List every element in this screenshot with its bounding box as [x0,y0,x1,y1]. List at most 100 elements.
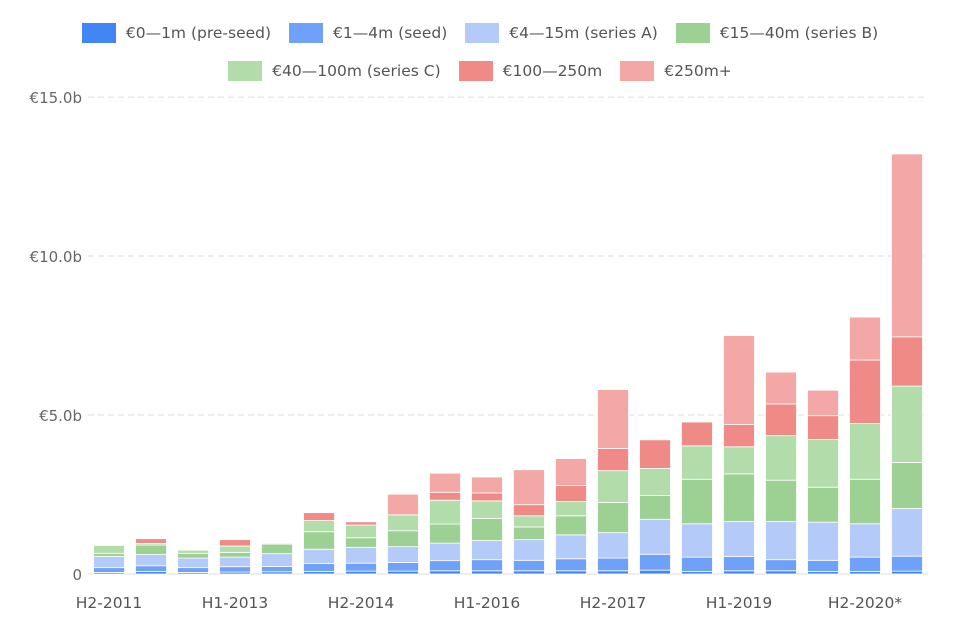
bar-segment [387,546,419,563]
legend-label: €15—40m (series B) [719,24,879,42]
x-tick-label: H1-2016 [454,594,521,612]
bar-segment [681,445,713,480]
bar-segment [303,563,335,572]
bar-segment [345,521,377,526]
bar-segment [219,556,251,568]
bar-segment [261,543,293,555]
legend-item[interactable]: €0—1m (pre-seed) [81,23,271,43]
bar-segment [513,570,545,575]
bar-segment [303,520,335,533]
bar-segment [765,559,797,572]
bar-segment [513,559,545,572]
bar-segment [219,545,251,553]
bar-segment [807,521,839,561]
bar-segment [471,500,503,519]
bar-segment [891,336,923,387]
bar-segment [513,504,545,517]
legend-swatch [465,23,500,43]
legend: €0—1m (pre-seed) €1—4m (seed) €4—15m (seri… [0,18,960,94]
bar-segment [639,518,671,555]
legend-item[interactable]: €250m+ [620,61,732,81]
legend-item[interactable]: €15—40m (series B) [675,23,879,43]
legend-label: €4—15m (series A) [509,24,658,42]
bar-segment [849,316,881,361]
bar-segment [513,526,545,541]
x-tick-label: H1-2013 [202,594,269,612]
legend-item[interactable]: €1—4m (seed) [289,23,447,43]
y-tick-label: €15.0b [30,89,82,107]
bar-segment [807,415,839,440]
bar-segment [261,553,293,567]
bar-segment [891,570,923,575]
legend-item[interactable]: €100—250m [458,61,603,81]
legend-item[interactable]: €4—15m (series A) [465,23,658,43]
bar-segment [177,549,209,554]
bar-segment [597,532,629,559]
bar-segment [135,544,167,556]
bar-segment [303,548,335,564]
bar-segment [93,544,125,554]
bar-segment [93,552,125,557]
bar-segment [639,468,671,496]
bar-segment [429,542,461,562]
legend-label: €100—250m [502,62,603,80]
bar-segment [471,476,503,494]
legend-swatch [228,61,263,81]
bar-segment [849,478,881,525]
bar-segment [597,502,629,534]
bar-segment [219,551,251,558]
bar-segment [555,515,587,536]
bar-segment [807,486,839,523]
bar-segment [723,570,755,575]
bar-segment [723,556,755,572]
legend-label: €250m+ [664,62,732,80]
bar-segment [723,424,755,448]
bar-segment [765,521,797,561]
bar-segment [597,389,629,449]
y-tick-label: €10.0b [30,248,82,266]
bar-segment [513,539,545,561]
legend-label: €40—100m (series C) [272,62,441,80]
bar-segment [723,446,755,475]
bar-segment [891,385,923,463]
bar-segment [723,521,755,557]
bar-segment [807,389,839,417]
legend-label: €1—4m (seed) [333,24,448,42]
bar-segment [387,514,419,532]
bar-segment [597,448,629,472]
bar-segment [471,492,503,502]
bar-segment [471,517,503,542]
bar-segment [765,403,797,437]
bar-segment [345,562,377,572]
bar-segment [471,540,503,561]
bar-segment [429,570,461,575]
bar-segment [429,560,461,572]
bar-segment [429,499,461,525]
bar-segment [471,559,503,572]
bar-segment [555,501,587,517]
bar-segment [555,534,587,560]
bar-segment [135,554,167,567]
legend-item[interactable]: €40—100m (series C) [228,61,441,81]
legend-swatch [620,61,655,81]
bar-segment [219,539,251,547]
bar-segment [765,371,797,405]
x-tick-label: H2-2014 [328,594,395,612]
bar-segment [135,538,167,544]
legend-swatch [289,23,324,43]
bar-segment [765,479,797,522]
bar-segment [639,569,671,575]
bar-segment [513,515,545,528]
bar-segment [849,423,881,480]
bar-segment [387,530,419,548]
legend-swatch [675,23,710,43]
legend-row-2: €40—100m (series C) €100—250m €250m+ [0,56,960,86]
bar-segment [555,570,587,575]
bar-segment [345,570,377,575]
bar-segment [345,537,377,548]
bar-segment [891,461,923,509]
bar-segment [681,556,713,572]
bar-segment [429,491,461,501]
bar-segment [639,439,671,469]
